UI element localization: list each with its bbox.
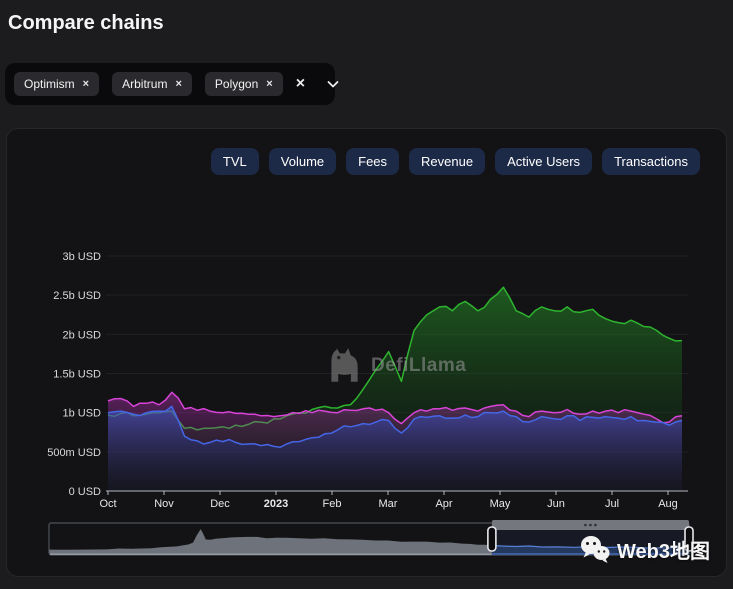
chain-chip-arbitrum[interactable]: Arbitrum × bbox=[112, 72, 192, 96]
chip-label: Arbitrum bbox=[122, 77, 168, 91]
x-axis-tick-label: Oct bbox=[99, 498, 116, 510]
x-axis-tick-label: Feb bbox=[323, 498, 342, 510]
y-axis-tick-label: 0 USD bbox=[69, 486, 101, 498]
page-title: Compare chains bbox=[8, 12, 164, 34]
grip-dots-icon bbox=[594, 523, 597, 527]
magenta-series-line bbox=[107, 391, 683, 425]
chart-canvas[interactable]: 0 USD 500m USD 1b USD 1.5b USD 2b USD 2.5b US… bbox=[7, 129, 726, 576]
grip-dots-icon bbox=[589, 523, 592, 527]
x-axis-tick-label: Nov bbox=[154, 498, 174, 510]
y-axis-tick-label: 1b USD bbox=[62, 408, 101, 420]
x-axis-tick-label: May bbox=[490, 498, 511, 510]
metric-tabs: TVL Volume Fees Revenue Active Users Tra… bbox=[210, 148, 700, 175]
chain-selector: Optimism × Arbitrum × Polygon × × bbox=[5, 63, 339, 105]
y-axis-tick-label: 2b USD bbox=[62, 329, 101, 341]
chain-chip-polygon[interactable]: Polygon × bbox=[204, 72, 283, 96]
grip-dots-icon bbox=[584, 523, 587, 527]
y-axis-tick-label: 3b USD bbox=[62, 251, 101, 263]
remove-chip-icon[interactable]: × bbox=[266, 77, 273, 90]
x-axis-tick-label: Jun bbox=[547, 498, 565, 510]
chevron-down-icon[interactable] bbox=[325, 76, 341, 92]
blue-series-area bbox=[108, 406, 682, 491]
y-axis-tick-label: 1.5b USD bbox=[53, 369, 101, 381]
x-axis-tick-label: Apr bbox=[435, 498, 452, 510]
x-axis-tick-label: Jul bbox=[605, 498, 619, 510]
x-axis-tick-label: 2023 bbox=[264, 498, 288, 510]
remove-chip-icon[interactable]: × bbox=[82, 77, 90, 90]
brush-handle-right[interactable] bbox=[684, 526, 694, 552]
y-axis-tick-label: 500m USD bbox=[47, 447, 101, 459]
tab-volume[interactable]: Volume bbox=[268, 148, 337, 175]
chain-chip-optimism[interactable]: Optimism × bbox=[14, 72, 100, 96]
tab-transactions[interactable]: Transactions bbox=[602, 148, 700, 175]
chip-label: Optimism bbox=[24, 77, 75, 91]
chart-panel: TVL Volume Fees Revenue Active Users Tra… bbox=[6, 128, 727, 577]
x-axis-tick-label: Dec bbox=[210, 498, 230, 510]
brush-handle-left[interactable] bbox=[487, 526, 497, 552]
tab-tvl[interactable]: TVL bbox=[210, 148, 259, 175]
y-axis-tick-label: 2.5b USD bbox=[53, 290, 101, 302]
chip-label: Polygon bbox=[214, 77, 259, 91]
blue-series-line bbox=[107, 405, 683, 449]
clear-all-icon[interactable]: × bbox=[295, 75, 306, 92]
x-axis-tick-label: Mar bbox=[379, 498, 398, 510]
tab-revenue[interactable]: Revenue bbox=[409, 148, 486, 175]
remove-chip-icon[interactable]: × bbox=[175, 77, 182, 90]
tab-active-users[interactable]: Active Users bbox=[495, 148, 593, 175]
tab-fees[interactable]: Fees bbox=[346, 148, 400, 175]
x-axis-tick-label: Aug bbox=[658, 498, 678, 510]
